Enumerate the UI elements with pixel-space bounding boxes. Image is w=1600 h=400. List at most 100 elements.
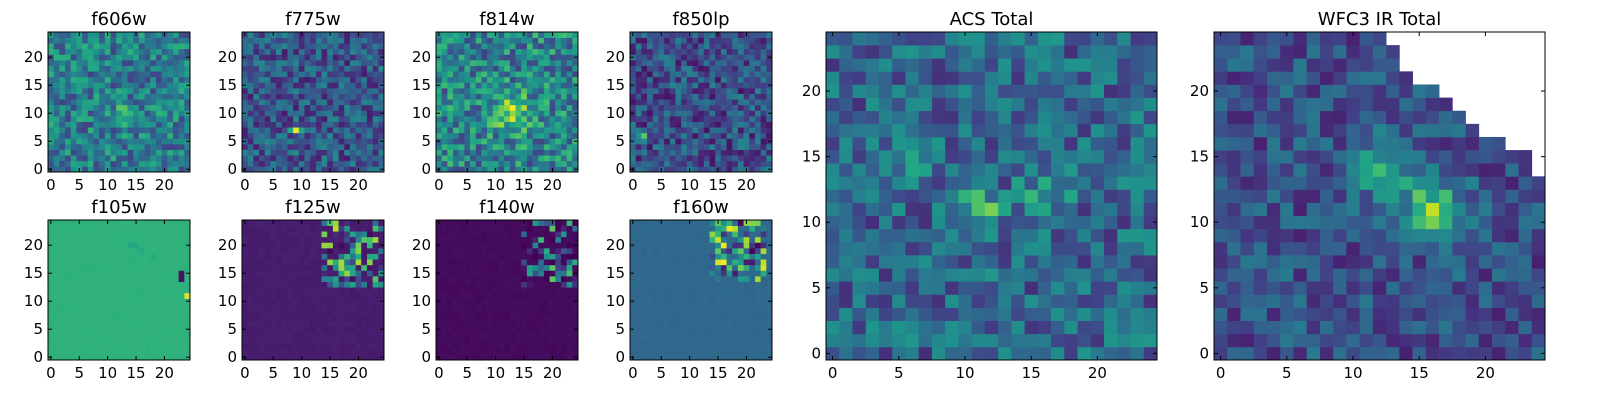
heatmap-cell — [242, 93, 249, 100]
heatmap-cell — [703, 127, 710, 134]
heatmap-cell — [538, 298, 545, 305]
heatmap-cell — [82, 281, 89, 288]
heatmap-cell — [709, 354, 716, 361]
heatmap-cell — [338, 320, 345, 327]
heatmap-cell — [116, 354, 123, 361]
heatmap-cell — [726, 155, 733, 162]
heatmap-cell — [498, 127, 505, 134]
heatmap-cell — [338, 93, 345, 100]
heatmap-cell — [681, 276, 688, 282]
heatmap-cell — [321, 259, 328, 266]
heatmap-cell — [732, 116, 739, 122]
heatmap-cell — [470, 248, 477, 254]
heatmap-cell — [681, 32, 688, 38]
heatmap-cell — [59, 60, 66, 66]
heatmap-cell — [504, 304, 511, 310]
heatmap-cell — [242, 253, 249, 260]
heatmap-cell — [635, 110, 642, 117]
heatmap-cell — [709, 132, 716, 139]
heatmap-cell — [93, 332, 100, 338]
heatmap-cell — [532, 242, 539, 249]
heatmap-cell — [321, 60, 328, 66]
heatmap-cell — [144, 320, 151, 327]
heatmap-cell — [104, 292, 111, 299]
heatmap-cell — [93, 93, 100, 100]
heatmap-cell — [372, 292, 379, 299]
heatmap-cell — [538, 32, 545, 38]
heatmap-cell — [743, 104, 750, 111]
heatmap-cell — [732, 43, 739, 50]
heatmap-cell — [361, 354, 368, 361]
heatmap-cell — [65, 281, 72, 288]
heatmap-cell — [87, 65, 94, 72]
heatmap-cell — [698, 304, 705, 310]
heatmap-cell — [116, 76, 123, 83]
heatmap-cell — [526, 348, 533, 355]
heatmap-cell — [133, 343, 140, 350]
heatmap-cell — [59, 332, 66, 338]
heatmap-cell — [566, 144, 573, 150]
heatmap-cell — [127, 166, 134, 173]
heatmap-cell — [709, 37, 716, 44]
heatmap-cell — [572, 253, 579, 260]
heatmap-cell — [178, 138, 185, 145]
heatmap-cell — [372, 337, 379, 344]
heatmap-cell — [366, 71, 373, 78]
heatmap-cell — [538, 88, 545, 94]
heatmap-cell — [178, 225, 185, 232]
heatmap-cell — [436, 287, 443, 294]
heatmap-cell — [82, 48, 89, 55]
heatmap-cell — [276, 138, 283, 145]
heatmap-cell — [436, 104, 443, 111]
heatmap-cell — [270, 76, 277, 83]
heatmap-cell — [743, 116, 750, 122]
heatmap-cell — [532, 236, 539, 243]
heatmap-cell — [686, 304, 693, 310]
heatmap-cell — [703, 166, 710, 173]
heatmap-cell — [161, 326, 168, 333]
heatmap-cell — [538, 343, 545, 350]
heatmap-cell — [259, 76, 266, 83]
heatmap-cell — [737, 104, 744, 111]
heatmap-cell — [737, 121, 744, 128]
heatmap-cell — [242, 144, 249, 150]
heatmap-cell — [720, 354, 727, 361]
heatmap-cell — [110, 354, 117, 361]
heatmap-cell — [709, 144, 716, 150]
heatmap-cell — [298, 121, 305, 128]
heatmap-cell — [504, 32, 511, 38]
heatmap-cell — [310, 71, 317, 78]
panel-title: f775w — [285, 9, 340, 30]
heatmap-cell — [447, 276, 454, 282]
heatmap-cell — [172, 71, 179, 78]
heatmap-cell — [372, 144, 379, 150]
heatmap-cell — [144, 48, 151, 55]
heatmap-cell — [447, 236, 454, 243]
heatmap-cell — [82, 236, 89, 243]
heatmap-cell — [349, 127, 356, 134]
heatmap-cell — [487, 276, 494, 282]
heatmap-cell — [276, 248, 283, 254]
heatmap-cell — [378, 127, 385, 134]
heatmap-cell — [372, 48, 379, 55]
heatmap-cell — [686, 82, 693, 89]
heatmap-cell — [76, 253, 83, 260]
heatmap-cell — [87, 116, 94, 122]
heatmap-cell — [635, 121, 642, 128]
heatmap-cell — [53, 116, 60, 122]
heatmap-cell — [754, 82, 761, 89]
heatmap-cell — [65, 54, 72, 61]
heatmap-cell — [144, 231, 151, 238]
heatmap-cell — [242, 332, 249, 338]
heatmap-cell — [133, 253, 140, 260]
heatmap-cell — [475, 160, 482, 167]
heatmap-cell — [737, 32, 744, 38]
heatmap-cell — [560, 343, 567, 350]
heatmap-cell — [470, 354, 477, 361]
heatmap-cell — [344, 65, 351, 72]
heatmap-cell — [453, 43, 460, 50]
heatmap-cell — [82, 138, 89, 145]
heatmap-cell — [315, 60, 322, 66]
heatmap-cell — [458, 37, 465, 44]
heatmap-cell — [475, 155, 482, 162]
